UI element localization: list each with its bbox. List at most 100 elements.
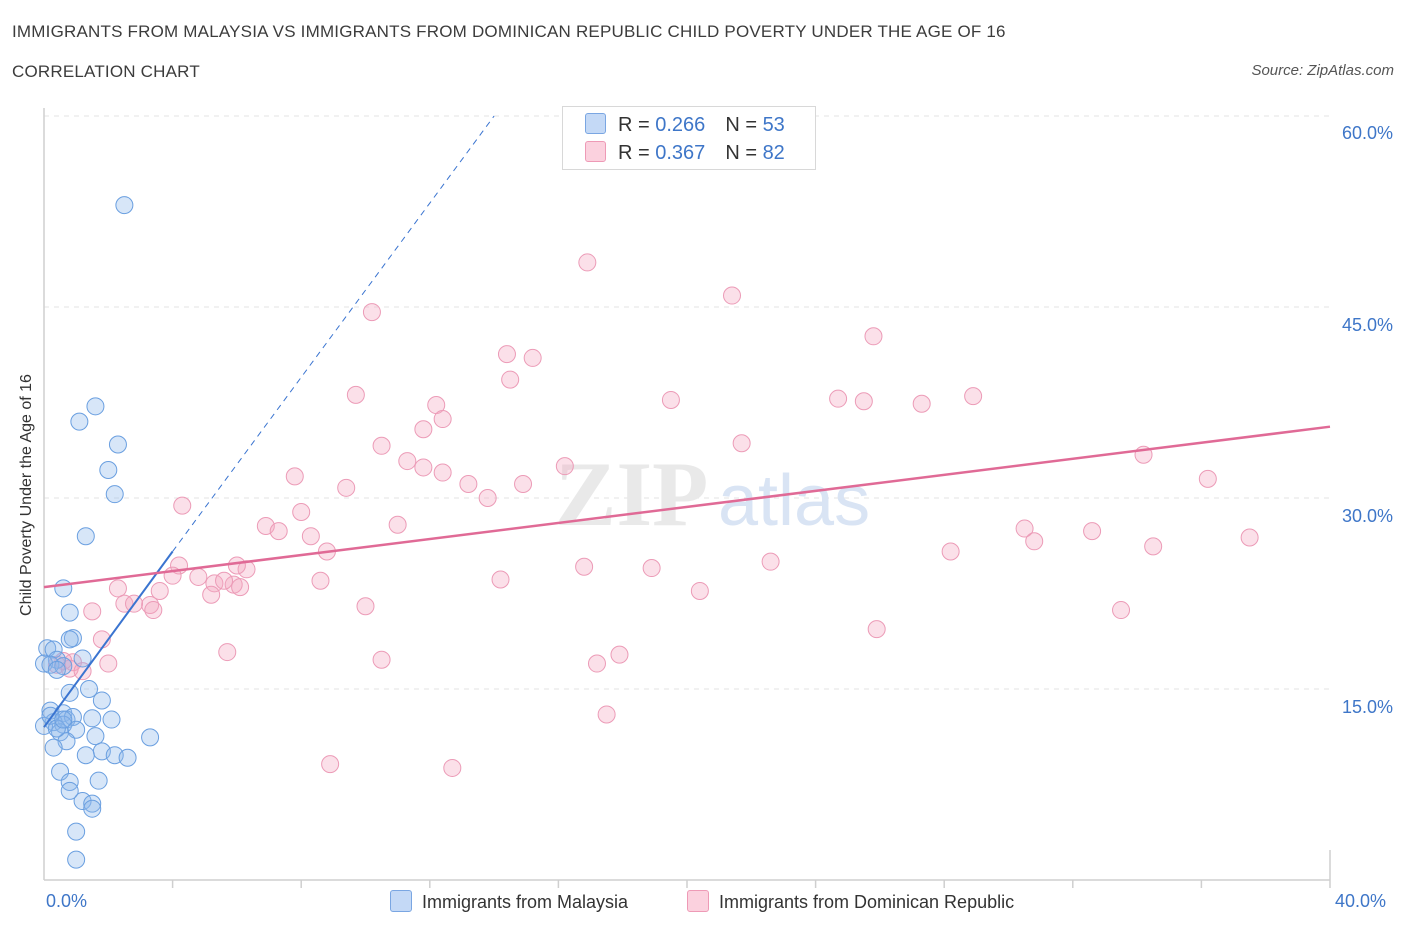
data-point-malaysia (44, 738, 63, 757)
trend-lines (43, 115, 1331, 728)
data-point-malaysia (76, 746, 95, 765)
legend-n-value: 82 (762, 142, 785, 164)
chart-title: IMMIGRANTS FROM MALAYSIA VS IMMIGRANTS F… (12, 22, 1006, 41)
y-tick-label: 45.0% (1341, 315, 1393, 335)
data-point-dominican (99, 654, 118, 673)
data-point-dominican (414, 458, 433, 477)
data-point-dominican (433, 410, 452, 429)
data-point-dominican (372, 436, 391, 455)
data-point-malaysia (118, 748, 137, 767)
data-point-malaysia (108, 435, 127, 454)
data-point-dominican (761, 552, 780, 571)
trend-line-malaysia-extension (172, 115, 495, 552)
data-point-malaysia (83, 794, 102, 813)
chart-subtitle: CORRELATION CHART (12, 62, 200, 81)
data-point-malaysia (67, 720, 86, 739)
y-tick-label: 15.0% (1341, 697, 1393, 717)
data-point-malaysia (67, 850, 86, 869)
data-point-dominican (144, 601, 163, 620)
data-point-dominican (1025, 532, 1044, 551)
data-point-dominican (115, 594, 134, 613)
data-point-dominican (1144, 537, 1163, 556)
data-point-dominican (964, 387, 983, 406)
data-point-malaysia (92, 691, 111, 710)
data-point-malaysia (86, 397, 105, 416)
data-point-dominican (829, 389, 848, 408)
legend-r-value: 0.367 (655, 142, 706, 164)
data-point-dominican (723, 286, 742, 305)
data-point-malaysia (54, 710, 73, 729)
data-point-dominican (285, 467, 304, 486)
y-tick-label: 30.0% (1341, 506, 1393, 526)
data-point-malaysia (47, 719, 66, 738)
x-tick-label-max: 40.0% (1335, 891, 1387, 911)
source-label: Source: ZipAtlas.com (1251, 62, 1394, 79)
data-point-malaysia (60, 603, 79, 622)
data-point-dominican (1083, 522, 1102, 541)
data-point-dominican (497, 345, 516, 364)
x-tick-label-min: 0.0% (46, 891, 88, 911)
trend-line-dominican (43, 425, 1331, 589)
data-point-malaysia (60, 781, 79, 800)
legend-n-label: N = (725, 142, 763, 164)
data-point-dominican (173, 496, 192, 515)
legend-row-malaysia: R = 0.266 N = 53 (585, 113, 785, 137)
data-point-dominican (321, 755, 340, 774)
data-point-dominican (108, 579, 127, 598)
data-point-dominican (501, 370, 520, 389)
data-point-malaysia (115, 196, 134, 215)
data-point-malaysia (47, 660, 66, 679)
data-point-malaysia (54, 579, 73, 598)
data-point-dominican (661, 390, 680, 409)
dominican-swatch (687, 890, 709, 912)
data-point-malaysia (105, 485, 124, 504)
data-point-dominican (73, 662, 92, 681)
data-point-malaysia (80, 680, 99, 698)
data-point-dominican (231, 578, 250, 597)
y-tick-label: 60.0% (1341, 123, 1393, 143)
data-point-dominican (578, 253, 597, 272)
data-point-dominican (346, 385, 365, 404)
data-point-dominican (215, 571, 234, 590)
data-point-dominican (912, 394, 931, 413)
data-point-malaysia (76, 527, 95, 546)
data-point-malaysia (102, 710, 121, 729)
data-point-dominican (555, 457, 574, 476)
legend-item-malaysia[interactable]: Immigrants from Malaysia (390, 890, 628, 913)
data-point-malaysia (141, 728, 160, 747)
data-point-dominican (388, 515, 407, 534)
data-point-dominican (459, 474, 478, 493)
data-point-dominican (732, 434, 751, 453)
data-point-dominican (150, 581, 169, 600)
legend-label: Immigrants from Dominican Republic (719, 892, 1015, 912)
data-point-dominican (311, 571, 330, 590)
data-point-dominican (1240, 528, 1259, 547)
data-point-dominican (227, 556, 246, 575)
data-point-dominican (575, 557, 594, 576)
data-point-dominican (414, 420, 433, 439)
data-point-dominican (523, 348, 542, 367)
data-point-malaysia (73, 649, 92, 668)
legend-r-label: R = (618, 114, 656, 136)
legend-n-value: 53 (762, 114, 785, 136)
malaysia-swatch (585, 113, 606, 134)
data-point-dominican (443, 758, 462, 777)
watermark-zip: ZIP (555, 443, 708, 545)
legend-item-dominican[interactable]: Immigrants from Dominican Republic (687, 890, 1014, 913)
stats-legend: R = 0.266 N = 53 R = 0.367 N = 82 (562, 106, 816, 170)
legend-label: Immigrants from Malaysia (422, 892, 629, 912)
legend-r-label: R = (618, 142, 656, 164)
data-point-dominican (1015, 519, 1034, 538)
data-point-dominican (642, 559, 661, 578)
data-point-dominican (587, 654, 606, 673)
data-point-dominican (491, 570, 510, 589)
legend-r-value: 0.266 (655, 114, 706, 136)
data-point-dominican (941, 542, 960, 561)
data-point-malaysia (83, 799, 102, 818)
data-point-dominican (202, 585, 221, 604)
data-point-dominican (398, 452, 417, 471)
data-point-dominican (141, 595, 160, 614)
data-point-dominican (854, 392, 873, 411)
data-point-dominican (337, 478, 356, 497)
